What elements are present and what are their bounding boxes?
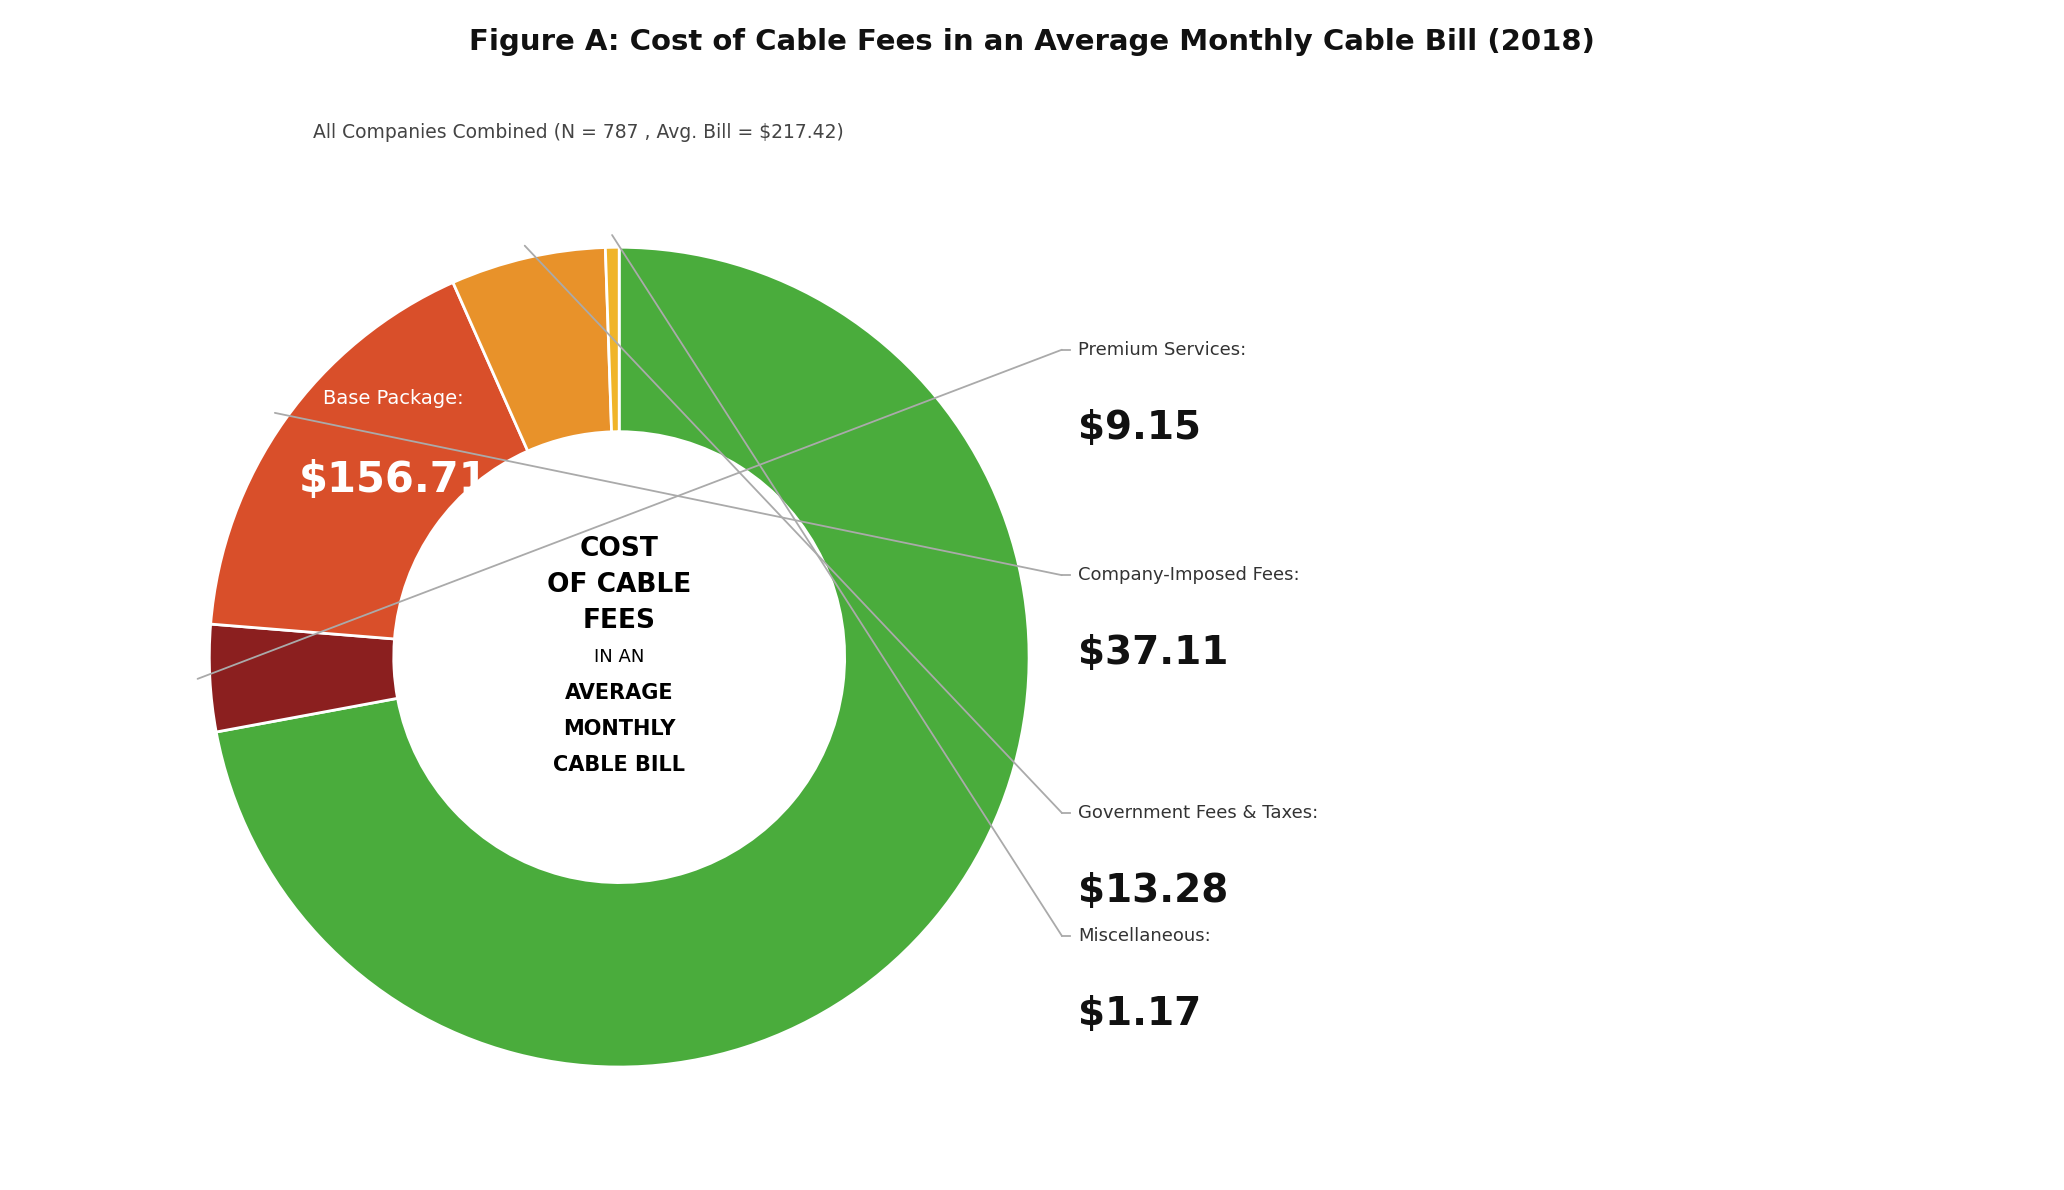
- Text: FEES: FEES: [582, 608, 656, 634]
- Text: Base Package:: Base Package:: [322, 389, 464, 408]
- Text: IN AN: IN AN: [594, 649, 644, 666]
- Text: $9.15: $9.15: [1077, 408, 1201, 446]
- Wedge shape: [217, 248, 1030, 1067]
- Text: Company-Imposed Fees:: Company-Imposed Fees:: [1077, 566, 1300, 584]
- Text: $13.28: $13.28: [1077, 872, 1228, 910]
- Text: AVERAGE: AVERAGE: [566, 683, 673, 703]
- Text: CABLE BILL: CABLE BILL: [553, 756, 685, 776]
- Wedge shape: [208, 624, 398, 732]
- Text: Government Fees & Taxes:: Government Fees & Taxes:: [1077, 804, 1319, 822]
- Wedge shape: [452, 248, 611, 451]
- Text: COST: COST: [580, 536, 658, 562]
- Text: All Companies Combined (N = 787 , Avg. Bill = $217.42): All Companies Combined (N = 787 , Avg. B…: [314, 123, 844, 142]
- Text: Premium Services:: Premium Services:: [1077, 340, 1247, 358]
- Text: MONTHLY: MONTHLY: [563, 719, 675, 739]
- Wedge shape: [605, 248, 619, 432]
- Text: $1.17: $1.17: [1077, 995, 1201, 1033]
- Wedge shape: [211, 282, 528, 639]
- Bar: [0, 0, 2064, 107]
- Text: $37.11: $37.11: [1077, 634, 1228, 672]
- Text: OF CABLE: OF CABLE: [547, 572, 691, 599]
- Text: Figure A: Cost of Cable Fees in an Average Monthly Cable Bill (2018): Figure A: Cost of Cable Fees in an Avera…: [469, 27, 1595, 56]
- Text: Miscellaneous:: Miscellaneous:: [1077, 927, 1212, 945]
- Text: $156.71: $156.71: [299, 459, 487, 501]
